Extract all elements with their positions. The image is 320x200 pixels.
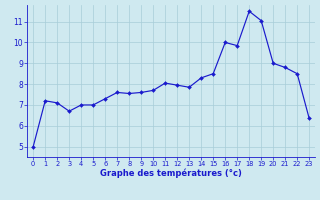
X-axis label: Graphe des températures (°c): Graphe des températures (°c) [100,169,242,178]
